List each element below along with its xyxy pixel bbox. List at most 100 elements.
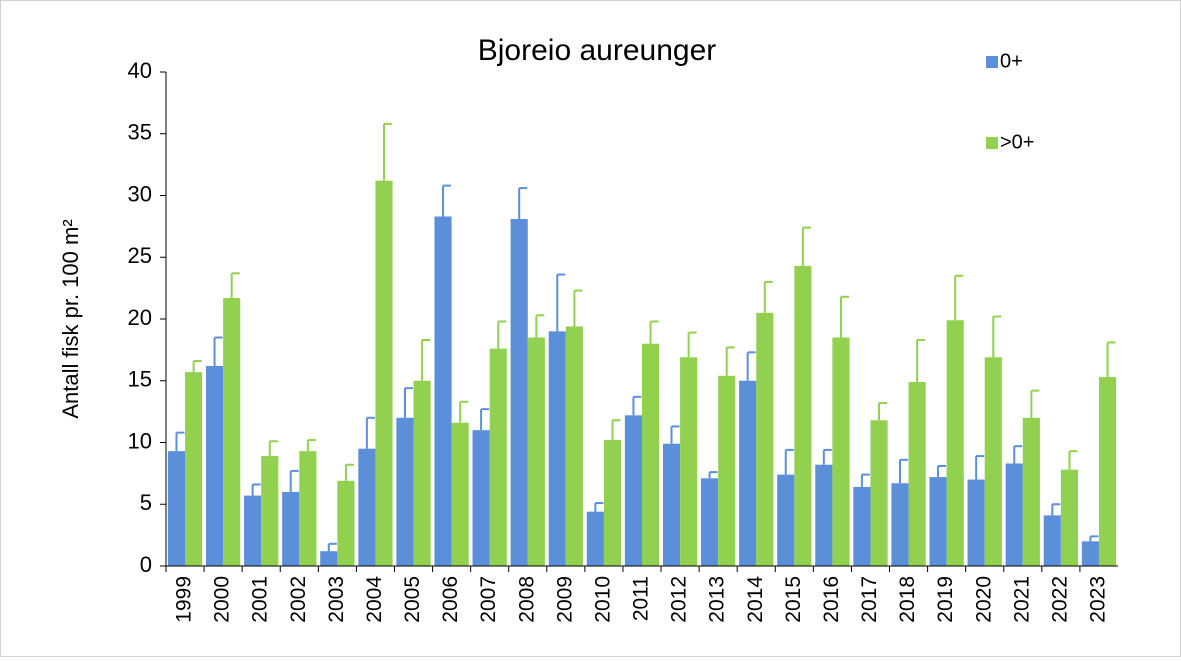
- bar: [891, 483, 909, 566]
- bar: [756, 312, 774, 566]
- bar: [299, 451, 317, 566]
- x-tick-label: 2016: [820, 576, 843, 623]
- bar: [1060, 469, 1079, 566]
- error-bar: [632, 395, 642, 416]
- bar: [337, 480, 355, 566]
- error-bar: [383, 122, 393, 181]
- bar: [680, 357, 698, 566]
- x-tick-label: 2003: [325, 576, 348, 623]
- x-tick-label: 2020: [972, 576, 995, 623]
- x-tick-label: 2023: [1087, 576, 1110, 623]
- error-bar: [344, 463, 354, 481]
- x-tick-label: 1999: [173, 576, 196, 623]
- error-bar: [1089, 535, 1099, 542]
- x-tick-label: 2004: [363, 576, 386, 623]
- bar: [642, 343, 660, 566]
- y-tick-label: 20: [128, 305, 152, 330]
- bar: [185, 372, 203, 566]
- bar: [794, 265, 812, 566]
- bar: [718, 375, 736, 566]
- error-bar: [975, 455, 985, 480]
- bar: [739, 380, 757, 566]
- bar: [205, 365, 224, 566]
- bar: [701, 478, 719, 566]
- error-bar: [442, 184, 452, 217]
- y-tick-label: 5: [140, 490, 152, 515]
- y-tick-label: 0: [140, 552, 152, 577]
- x-tick-label: 2012: [668, 576, 691, 623]
- error-bar: [839, 295, 849, 338]
- x-tick-label: 2015: [782, 576, 805, 623]
- legend-label: >0+: [1000, 131, 1034, 153]
- error-bar: [1030, 389, 1040, 418]
- legend-swatch: [986, 56, 998, 68]
- bar: [586, 511, 604, 566]
- error-bar: [725, 346, 735, 376]
- bar: [434, 216, 452, 566]
- y-axis-label: Antall fisk pr. 100 m²: [58, 219, 83, 418]
- error-bar: [784, 448, 794, 475]
- y-tick-label: 30: [128, 181, 152, 206]
- bar: [548, 331, 566, 566]
- error-bar: [230, 272, 240, 299]
- x-tick-label: 2011: [630, 576, 653, 621]
- bar: [375, 180, 393, 566]
- x-tick-label: 2021: [1010, 576, 1033, 623]
- error-bar: [251, 483, 261, 496]
- error-bar: [497, 320, 507, 349]
- error-bar: [1106, 341, 1116, 378]
- error-bar: [649, 320, 659, 344]
- x-tick-label: 2000: [211, 576, 234, 623]
- bar: [1043, 515, 1061, 566]
- bar: [167, 451, 186, 566]
- error-bar: [822, 448, 832, 465]
- error-bar: [268, 440, 278, 457]
- bar: [624, 415, 642, 566]
- x-tick-label: 2017: [858, 576, 881, 623]
- error-bar: [992, 315, 1002, 358]
- x-tick-label: 2008: [515, 576, 538, 623]
- error-bar: [289, 469, 299, 492]
- x-tick-label: 2006: [439, 576, 462, 623]
- x-tick-label: 2022: [1048, 576, 1071, 623]
- legend-swatch: [986, 137, 998, 149]
- bar: [870, 420, 888, 566]
- bar: [358, 448, 376, 566]
- bar: [908, 381, 926, 566]
- y-tick-label: 25: [128, 243, 152, 268]
- x-tick-label: 2014: [744, 576, 767, 623]
- error-bar: [1051, 503, 1061, 516]
- error-bar: [1013, 445, 1023, 464]
- x-tick-label: 2013: [706, 576, 729, 623]
- error-bar: [535, 314, 545, 338]
- bar: [1022, 417, 1040, 566]
- bar: [832, 337, 850, 566]
- error-bar: [898, 458, 908, 484]
- x-tick-label: 2018: [896, 576, 919, 623]
- error-bar: [573, 289, 583, 327]
- error-bar: [306, 439, 316, 452]
- bar: [662, 443, 681, 566]
- error-bar: [421, 338, 431, 381]
- bar: [815, 464, 833, 566]
- bar: [396, 417, 414, 566]
- error-bar: [916, 338, 926, 382]
- error-bar: [670, 425, 680, 444]
- bar: [223, 298, 241, 566]
- bar: [261, 456, 279, 566]
- bar: [565, 326, 583, 566]
- error-bar: [192, 359, 202, 373]
- x-tick-label: 2005: [401, 576, 424, 623]
- error-bar: [860, 473, 870, 487]
- bar: [510, 218, 528, 566]
- x-tick-label: 2007: [477, 576, 500, 623]
- error-bar: [687, 331, 697, 358]
- x-tick-label: 2019: [934, 576, 957, 623]
- error-bar: [594, 502, 604, 512]
- bar: [413, 380, 431, 566]
- bar: [1005, 463, 1023, 566]
- bar: [282, 491, 300, 566]
- error-bar: [611, 419, 621, 441]
- bar: [451, 422, 469, 566]
